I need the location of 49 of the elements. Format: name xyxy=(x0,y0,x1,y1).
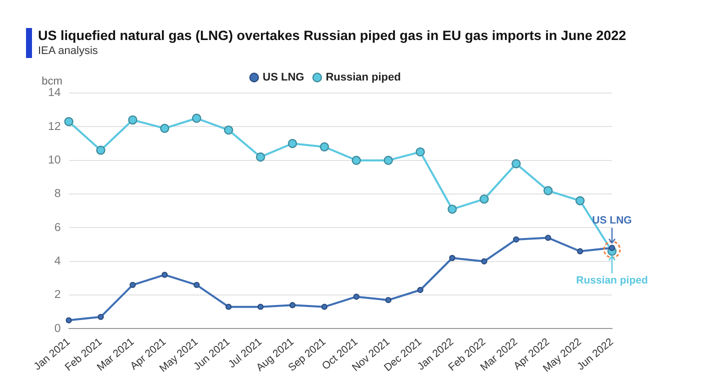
point xyxy=(66,317,72,324)
y-axis-title: bcm xyxy=(42,76,62,88)
y-tick-label: 10 xyxy=(48,154,61,167)
point xyxy=(160,124,170,133)
point xyxy=(96,146,106,155)
annotation: Russian piped xyxy=(576,274,648,286)
point xyxy=(449,254,456,262)
point xyxy=(481,258,488,264)
point xyxy=(352,156,361,165)
y-tick-label: 2 xyxy=(54,289,61,302)
chart-title: US liquefied natural gas (LNG) overtakes Russian piped gas in EU gas imports in June 2022 xyxy=(38,28,626,43)
point xyxy=(320,142,330,152)
y-tick-label: 8 xyxy=(54,188,61,200)
point xyxy=(64,117,74,126)
point xyxy=(448,204,457,214)
point xyxy=(162,272,168,278)
point xyxy=(385,296,392,304)
y-tick-label: 6 xyxy=(54,222,61,234)
point xyxy=(289,302,296,308)
point xyxy=(353,294,360,300)
chart-subtitle: IEA analysis xyxy=(38,45,98,57)
y-tick-label: 14 xyxy=(48,87,62,100)
point xyxy=(98,314,104,320)
point xyxy=(130,282,136,288)
point xyxy=(194,282,200,288)
point xyxy=(513,236,520,243)
legend-label: US LNG xyxy=(262,72,304,84)
point xyxy=(225,304,232,310)
y-tick-label: 0 xyxy=(54,322,61,335)
point xyxy=(417,286,424,294)
y-tick-label: 4 xyxy=(54,256,62,268)
point xyxy=(128,115,138,125)
point xyxy=(257,304,264,310)
point xyxy=(288,138,298,148)
point xyxy=(543,186,553,196)
legend-label: Russian piped xyxy=(326,72,401,84)
point xyxy=(575,196,585,206)
point xyxy=(224,125,234,135)
point xyxy=(192,114,202,123)
point xyxy=(384,156,393,165)
point xyxy=(512,159,521,168)
point xyxy=(480,194,489,204)
point xyxy=(576,248,584,254)
annotation: US LNG xyxy=(592,214,632,227)
y-tick-label: 12 xyxy=(48,120,61,133)
point xyxy=(256,152,266,162)
point xyxy=(321,304,328,310)
point xyxy=(544,234,552,241)
point xyxy=(416,147,425,157)
